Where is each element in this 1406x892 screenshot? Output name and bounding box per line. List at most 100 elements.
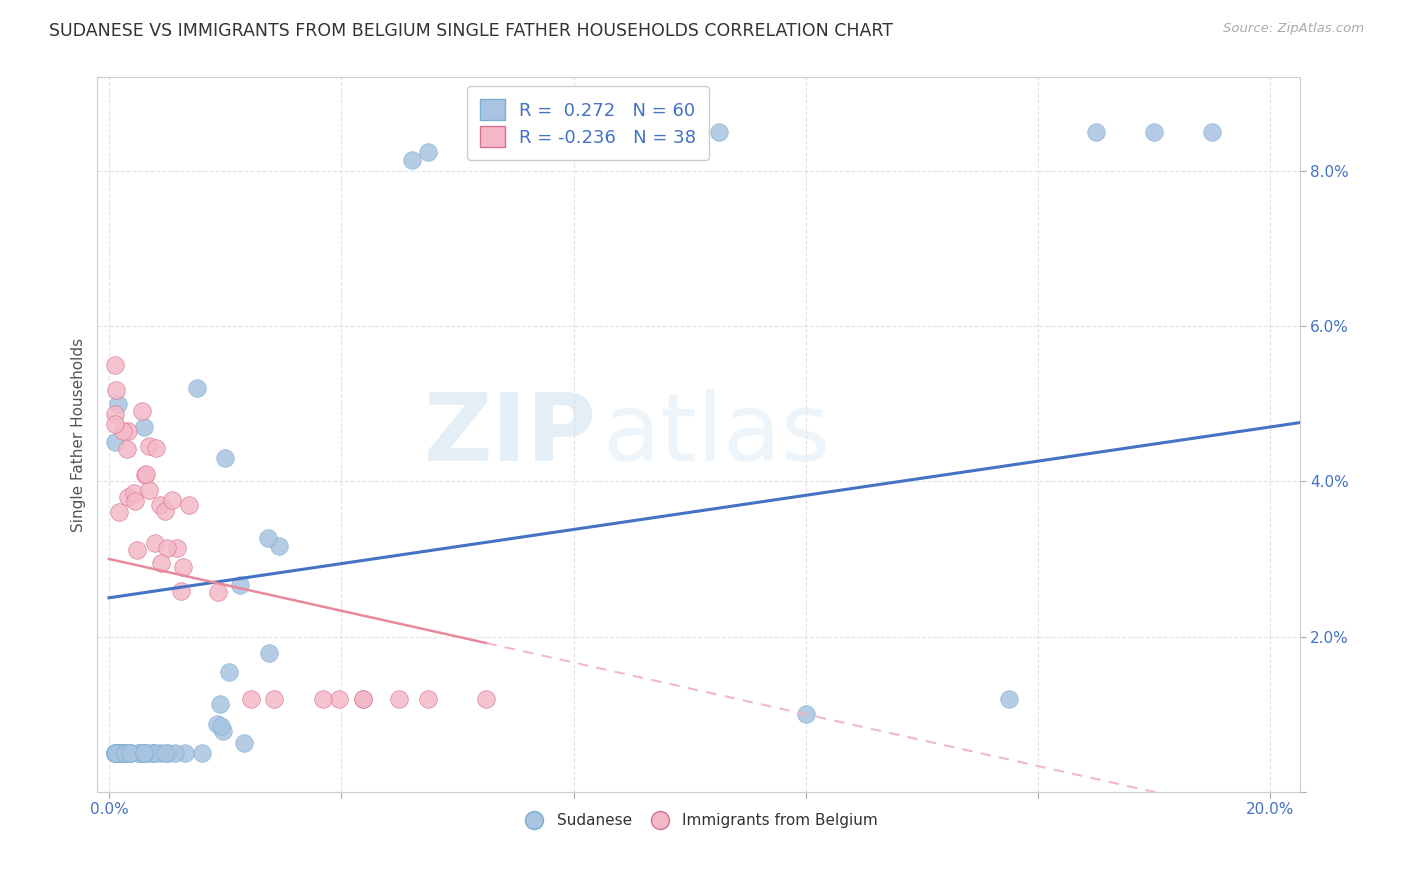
Point: [170, 584, 193, 599]
Point: [112, 746, 135, 760]
Point: [138, 746, 160, 760]
Point: [118, 746, 141, 760]
Point: [162, 492, 184, 507]
Point: [212, 723, 235, 738]
Point: [177, 498, 200, 512]
Point: [112, 746, 135, 760]
Point: [142, 746, 165, 760]
Point: [1201, 125, 1223, 139]
Text: Source: ZipAtlas.com: Source: ZipAtlas.com: [1223, 22, 1364, 36]
Point: [138, 483, 160, 498]
Point: [228, 578, 250, 592]
Point: [240, 691, 263, 706]
Point: [153, 746, 176, 760]
Point: [104, 746, 127, 760]
Point: [263, 691, 285, 706]
Point: [620, 125, 643, 139]
Point: [352, 691, 374, 706]
Point: [166, 541, 188, 556]
Point: [128, 746, 150, 760]
Point: [143, 746, 166, 760]
Point: [115, 746, 138, 760]
Point: [118, 746, 141, 760]
Y-axis label: Single Father Households: Single Father Households: [72, 338, 86, 532]
Point: [124, 486, 146, 500]
Point: [131, 746, 153, 760]
Point: [104, 746, 127, 760]
Point: [114, 746, 136, 760]
Point: [156, 746, 179, 760]
Point: [794, 707, 817, 722]
Point: [257, 646, 280, 660]
Point: [132, 420, 155, 434]
Point: [134, 468, 156, 483]
Point: [150, 556, 173, 570]
Point: [112, 424, 135, 438]
Point: [312, 691, 335, 706]
Point: [104, 358, 127, 372]
Point: [120, 746, 142, 760]
Point: [269, 539, 291, 553]
Point: [104, 417, 127, 431]
Point: [149, 498, 172, 512]
Point: [124, 493, 146, 508]
Point: [107, 746, 129, 760]
Text: SUDANESE VS IMMIGRANTS FROM BELGIUM SINGLE FATHER HOUSEHOLDS CORRELATION CHART: SUDANESE VS IMMIGRANTS FROM BELGIUM SING…: [49, 22, 893, 40]
Point: [401, 153, 423, 167]
Point: [156, 541, 179, 556]
Point: [134, 746, 156, 760]
Text: ZIP: ZIP: [423, 389, 596, 481]
Point: [138, 439, 160, 453]
Point: [998, 691, 1021, 706]
Point: [114, 746, 136, 760]
Point: [131, 404, 153, 418]
Point: [117, 490, 139, 504]
Point: [117, 442, 139, 456]
Point: [104, 746, 127, 760]
Point: [418, 691, 440, 706]
Point: [149, 746, 172, 760]
Text: atlas: atlas: [602, 389, 831, 481]
Point: [172, 559, 194, 574]
Point: [134, 746, 156, 760]
Point: [352, 691, 374, 706]
Point: [328, 691, 350, 706]
Point: [135, 467, 157, 482]
Point: [104, 407, 127, 421]
Point: [165, 746, 187, 760]
Point: [117, 425, 139, 439]
Point: [108, 746, 131, 760]
Point: [153, 504, 176, 518]
Point: [145, 441, 167, 455]
Point: [132, 746, 155, 760]
Point: [707, 125, 730, 139]
Point: [125, 542, 148, 557]
Point: [209, 719, 232, 733]
Point: [186, 381, 208, 395]
Point: [105, 746, 128, 760]
Point: [257, 531, 280, 545]
Point: [207, 716, 229, 731]
Point: [104, 435, 127, 450]
Point: [143, 746, 166, 760]
Point: [191, 746, 214, 760]
Point: [143, 536, 166, 550]
Point: [1143, 125, 1166, 139]
Point: [108, 505, 131, 519]
Point: [107, 397, 129, 411]
Point: [418, 145, 440, 159]
Point: [207, 584, 229, 599]
Point: [105, 383, 128, 397]
Point: [174, 746, 197, 760]
Point: [533, 125, 555, 139]
Point: [388, 691, 411, 706]
Point: [111, 746, 134, 760]
Point: [208, 697, 231, 711]
Point: [108, 746, 131, 760]
Point: [232, 736, 254, 750]
Point: [104, 746, 127, 760]
Point: [475, 691, 498, 706]
Point: [134, 746, 156, 760]
Point: [475, 125, 498, 139]
Point: [218, 665, 240, 680]
